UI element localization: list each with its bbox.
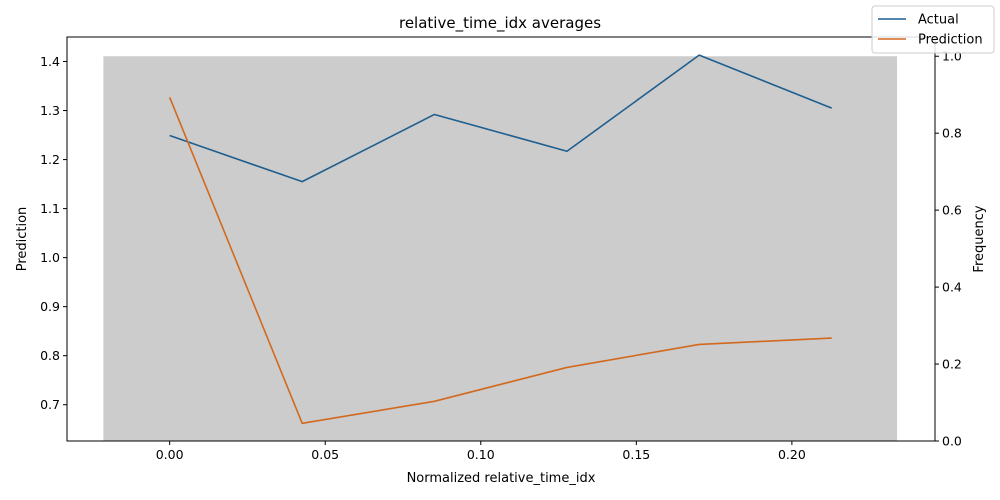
x-axis-label: Normalized relative_time_idx bbox=[407, 471, 596, 486]
y2-axis-label: Frequency bbox=[972, 205, 987, 272]
y2-tick-label: 0.8 bbox=[942, 126, 962, 141]
y-tick-label: 0.9 bbox=[40, 299, 60, 314]
plot-frame bbox=[66, 36, 936, 442]
y2-tick-label: 0.2 bbox=[942, 357, 962, 372]
y-axis-label: Prediction bbox=[15, 207, 30, 272]
series-layer bbox=[168, 54, 833, 425]
y2-tick-label: 0.6 bbox=[942, 203, 962, 218]
y-tick-label: 1.4 bbox=[40, 54, 60, 69]
legend-box bbox=[871, 5, 995, 54]
y-tick-label: 1.3 bbox=[40, 103, 60, 118]
x-tick-label: 0.00 bbox=[156, 447, 184, 462]
legend-label-actual: Actual bbox=[918, 13, 959, 28]
y-tick-label: 0.7 bbox=[40, 397, 60, 412]
y-axis-left: 0.7 0.8 0.9 1.0 1.1 1.2 1.3 1.4 bbox=[40, 54, 67, 412]
y2-tick-label: 0.4 bbox=[942, 280, 962, 295]
y-tick-label: 1.0 bbox=[40, 250, 60, 265]
y-tick-label: 1.1 bbox=[40, 201, 60, 216]
legend: Actual Prediction bbox=[871, 5, 995, 54]
y-axis-right: 0.00.20.40.60.81.0 bbox=[935, 49, 962, 449]
y-tick-label: 1.2 bbox=[40, 152, 60, 167]
series-line-prediction bbox=[168, 97, 832, 425]
x-tick-label: 0.05 bbox=[311, 447, 339, 462]
y2-tick-label: 0.0 bbox=[942, 434, 962, 449]
histogram-layer bbox=[103, 56, 898, 441]
chart-title: relative_time_idx averages bbox=[399, 14, 601, 33]
y-tick-label: 0.8 bbox=[40, 348, 60, 363]
legend-label-prediction: Prediction bbox=[918, 33, 983, 48]
x-axis: 0.00 0.05 0.10 0.15 0.20 bbox=[156, 441, 806, 462]
x-tick-label: 0.20 bbox=[778, 447, 806, 462]
x-tick-label: 0.15 bbox=[622, 447, 650, 462]
series-line-actual bbox=[169, 54, 833, 183]
histogram-bar bbox=[103, 56, 898, 441]
x-tick-label: 0.10 bbox=[467, 447, 495, 462]
